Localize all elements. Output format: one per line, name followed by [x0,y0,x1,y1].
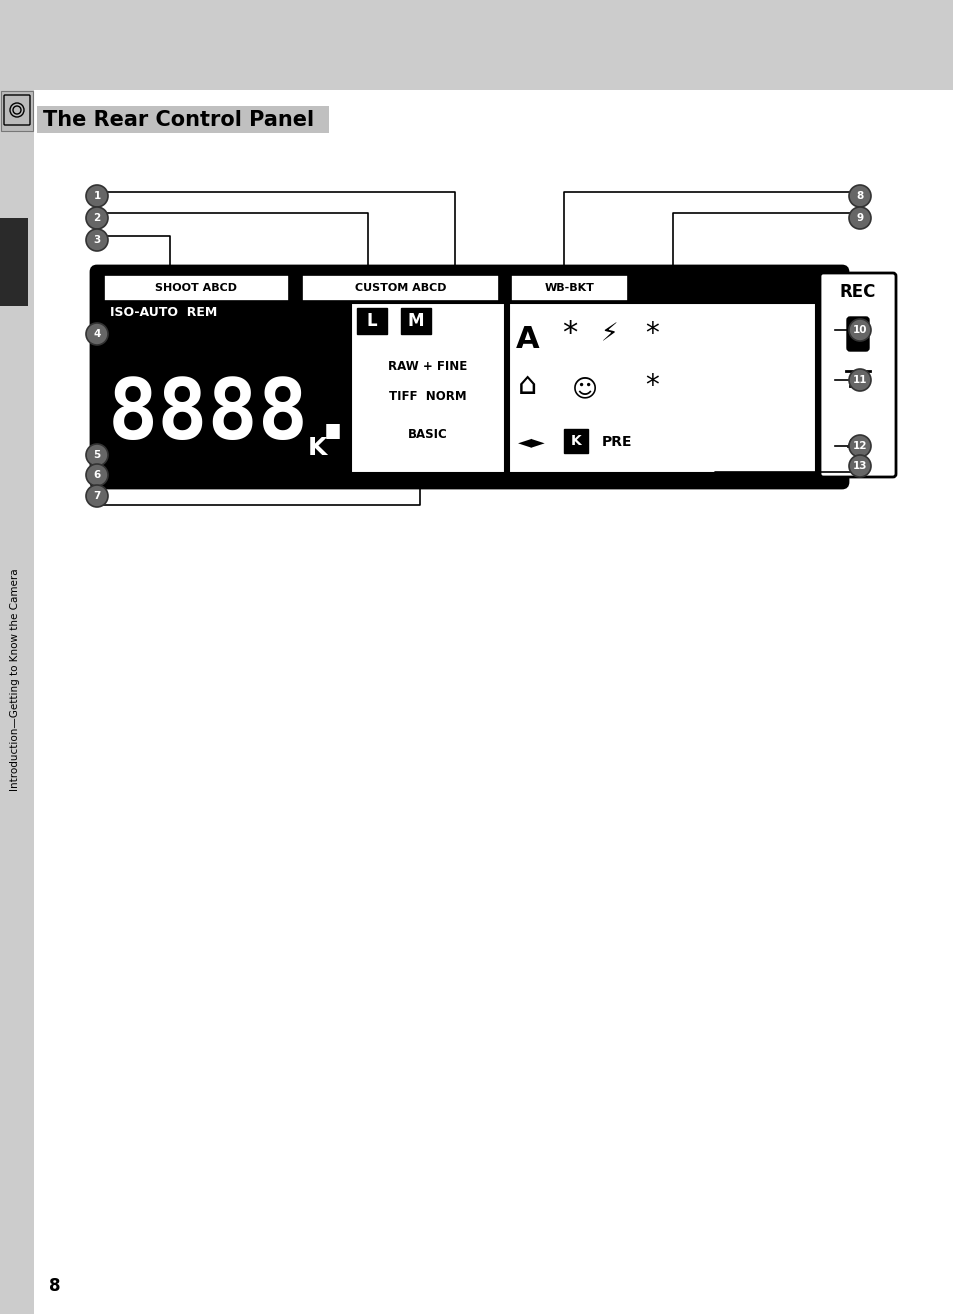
FancyBboxPatch shape [104,275,289,301]
FancyBboxPatch shape [356,307,387,334]
Text: WB-BKT: WB-BKT [544,283,594,293]
Text: ⚡: ⚡ [600,322,618,346]
Text: REC: REC [839,283,875,301]
FancyBboxPatch shape [509,304,815,473]
Text: K: K [308,436,327,460]
Text: 2: 2 [93,213,100,223]
Circle shape [848,455,870,477]
Text: 3: 3 [93,235,100,244]
Circle shape [848,319,870,342]
FancyBboxPatch shape [400,307,431,334]
Text: AM: AM [846,438,868,451]
Text: 12: 12 [852,442,866,451]
Text: K: K [570,434,580,448]
FancyBboxPatch shape [0,0,953,89]
Text: TIFF  NORM: TIFF NORM [389,389,466,402]
Text: 1: 1 [93,191,100,201]
FancyBboxPatch shape [511,275,627,301]
Text: 5: 5 [93,449,100,460]
Text: 6: 6 [93,470,100,480]
Text: *: * [644,372,659,399]
Text: ☺: ☺ [572,377,598,401]
FancyBboxPatch shape [302,275,498,301]
Text: ⌂: ⌂ [517,372,537,401]
Circle shape [86,485,108,507]
Text: SHOOT ABCD: SHOOT ABCD [155,283,237,293]
Circle shape [86,444,108,466]
Text: M: M [407,311,424,330]
FancyBboxPatch shape [0,89,34,1314]
Text: CUSTOM ABCD: CUSTOM ABCD [355,283,446,293]
FancyBboxPatch shape [1,91,33,131]
FancyBboxPatch shape [846,317,868,351]
Text: ◄►: ◄► [517,434,545,451]
Circle shape [86,208,108,229]
Circle shape [86,323,108,346]
Text: 10: 10 [852,325,866,335]
FancyBboxPatch shape [563,428,587,453]
Circle shape [848,208,870,229]
Text: PRE: PRE [601,435,632,449]
Text: The Rear Control Panel: The Rear Control Panel [43,110,314,130]
Text: 13: 13 [852,461,866,470]
Text: 9: 9 [856,213,862,223]
Circle shape [848,369,870,392]
FancyBboxPatch shape [37,106,329,133]
Text: 4: 4 [93,328,101,339]
Text: 8: 8 [856,191,862,201]
FancyBboxPatch shape [91,265,847,487]
Text: L: L [366,311,377,330]
Text: 11: 11 [852,374,866,385]
Text: BASIC: BASIC [408,427,447,440]
Circle shape [86,464,108,486]
FancyBboxPatch shape [0,218,28,306]
Text: 8: 8 [50,1277,61,1296]
Circle shape [848,435,870,457]
Text: 8888.8: 8888.8 [108,374,409,456]
Text: 7: 7 [93,491,101,501]
Text: *: * [561,319,577,348]
Text: RAW + FINE: RAW + FINE [388,360,467,372]
Text: A: A [516,325,539,353]
Circle shape [848,185,870,208]
FancyBboxPatch shape [351,304,504,473]
Text: *: * [644,321,659,348]
FancyBboxPatch shape [820,273,895,477]
Text: ISO-AUTO  REM: ISO-AUTO REM [110,305,217,318]
Circle shape [86,229,108,251]
Circle shape [86,185,108,208]
Text: Introduction—Getting to Know the Camera: Introduction—Getting to Know the Camera [10,569,20,791]
